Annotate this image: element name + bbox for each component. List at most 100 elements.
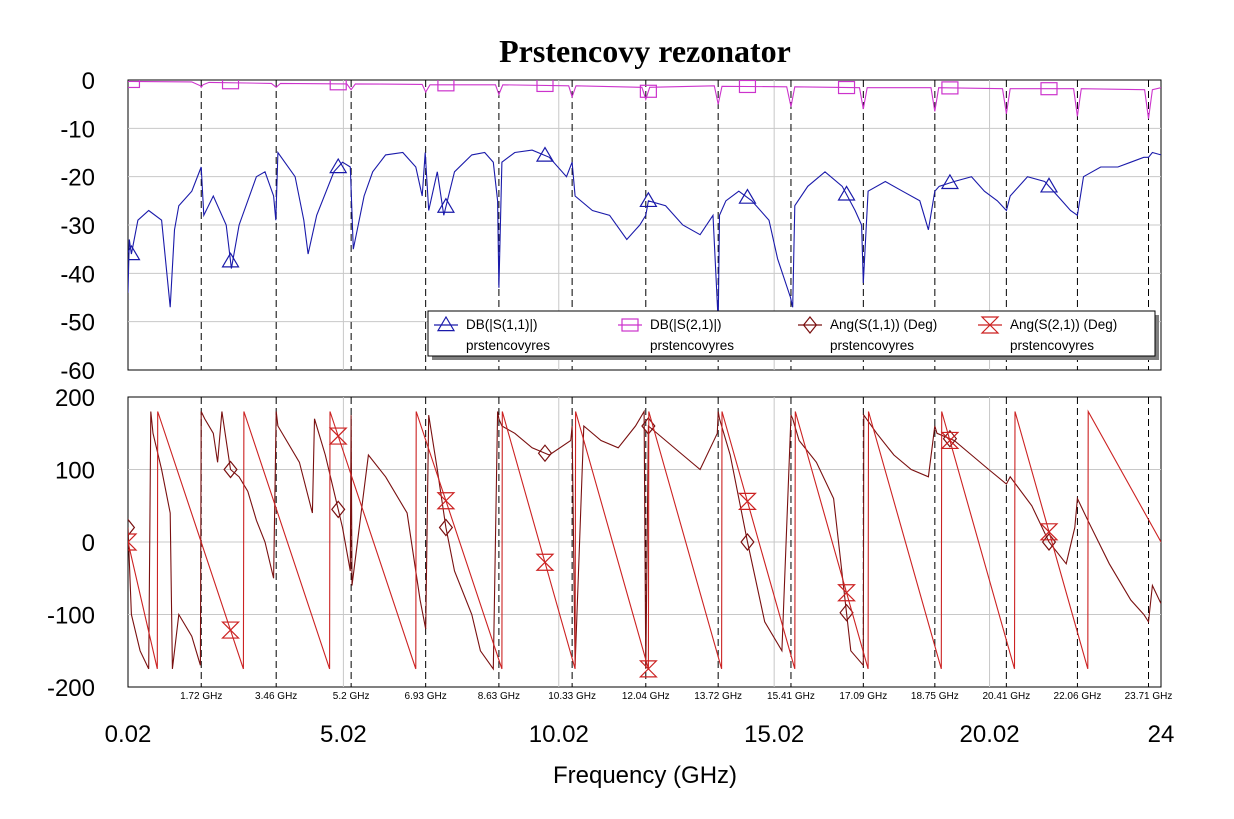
series-marker: [329, 80, 347, 91]
y-tick-label: -100: [47, 603, 95, 630]
x-tick-label: 0.02: [105, 721, 152, 748]
phase-series: [128, 409, 1161, 678]
legend-entry: DB(|S(1,1)|) prstencovyres: [434, 315, 550, 353]
series-marker: [128, 244, 141, 261]
series-db-s-2-1-: [128, 80, 1161, 119]
phase-plot: 200 100 0 -100 -200: [47, 385, 1162, 702]
legend-sublabel: prstencovyres: [466, 338, 550, 353]
series-marker: [535, 146, 555, 162]
series-marker: [438, 518, 454, 537]
x-marker-tick-label: 15.41 GHz: [767, 691, 815, 702]
legend-marker: [621, 318, 639, 332]
legend-entry: Ang(S(2,1)) (Deg) prstencovyres: [978, 316, 1117, 353]
series-marker: [639, 84, 657, 98]
series-ang-s-2-1-deg-: [128, 409, 1161, 678]
x-marker-tick-label: 5.2 GHz: [333, 691, 370, 702]
series-marker: [535, 553, 555, 571]
series-marker: [128, 518, 136, 537]
series-marker: [128, 80, 141, 89]
y-tick-label: -50: [60, 310, 95, 337]
series-marker: [221, 80, 240, 90]
series-marker: [738, 188, 757, 204]
x-tick-label: 10.02: [529, 721, 589, 748]
x-marker-tick-label: 22.06 GHz: [1054, 691, 1102, 702]
x-marker-tick-label: 13.72 GHz: [694, 691, 742, 702]
series-marker: [436, 492, 456, 510]
series-line: [128, 409, 1161, 670]
x-axis-tick-labels: 0.02 5.02 10.02 15.02 20.02 24: [105, 721, 1175, 748]
y-tick-label: -30: [60, 213, 95, 240]
x-tick-label: 20.02: [960, 721, 1020, 748]
x-marker-tick-label: 1.72 GHz: [180, 691, 222, 702]
series-marker: [839, 603, 854, 622]
series-marker: [536, 80, 554, 93]
legend-label: DB(|S(1,1)|): [466, 317, 538, 332]
x-marker-tick-labels: 1.72 GHz 3.46 GHz 5.2 GHz 6.93 GHz 8.63 GHz 1…: [180, 691, 1172, 702]
x-marker-tick-label: 6.93 GHz: [405, 691, 447, 702]
series-marker: [940, 173, 959, 190]
x-marker-tick-label: 23.71 GHz: [1125, 691, 1173, 702]
series-marker: [837, 185, 856, 201]
magnitude-y-axis: 0 -10 -20 -30 -40 -50 -60: [60, 68, 95, 385]
legend-box: [427, 310, 1156, 357]
series-marker: [328, 427, 348, 445]
y-tick-label: 0: [82, 530, 95, 557]
legend: DB(|S(1,1)|) prstencovyres DB(|S(2,1)|) prs…: [427, 310, 1159, 360]
x-marker-tick-label: 20.41 GHz: [982, 691, 1030, 702]
series-marker: [223, 460, 238, 479]
legend-marker: [802, 316, 818, 334]
magnitude-series: [128, 80, 1161, 322]
y-tick-label: 0: [82, 68, 95, 95]
series-line: [128, 80, 1161, 119]
series-marker: [1039, 523, 1059, 541]
y-tick-label: -200: [47, 675, 95, 702]
series-marker: [940, 431, 960, 450]
legend-label: Ang(S(1,1)) (Deg): [830, 317, 937, 332]
x-tick-label: 5.02: [320, 721, 367, 748]
series-marker: [740, 533, 755, 551]
x-marker-tick-label: 10.33 GHz: [548, 691, 596, 702]
series-marker: [1039, 177, 1059, 193]
series-marker: [941, 81, 959, 95]
legend-marker: [980, 316, 1000, 334]
phase-y-axis: 200 100 0 -100 -200: [47, 385, 95, 702]
series-marker: [437, 80, 455, 92]
y-tick-label: -40: [60, 261, 95, 288]
series-db-s-1-1-: [128, 146, 1161, 322]
series-marker: [738, 492, 757, 510]
legend-sublabel: prstencovyres: [830, 338, 914, 353]
legend-label: DB(|S(2,1)|): [650, 317, 722, 332]
series-marker: [221, 621, 240, 639]
y-tick-label: -60: [60, 358, 95, 385]
series-marker: [537, 444, 553, 463]
x-marker-tick-label: 3.46 GHz: [255, 691, 297, 702]
series-marker: [221, 252, 240, 268]
legend-marker: [436, 315, 456, 332]
x-axis-label: Frequency (GHz): [553, 762, 737, 789]
x-marker-tick-label: 8.63 GHz: [478, 691, 520, 702]
x-marker-tick-label: 18.75 GHz: [911, 691, 959, 702]
series-marker: [329, 157, 348, 174]
x-marker-tick-label: 17.09 GHz: [839, 691, 887, 702]
series-marker: [837, 584, 856, 602]
y-tick-label: -10: [60, 116, 95, 143]
legend-sublabel: prstencovyres: [1010, 338, 1094, 353]
series-marker: [738, 80, 757, 94]
y-tick-label: 200: [55, 385, 95, 412]
y-tick-label: -20: [60, 165, 95, 192]
series-marker: [638, 660, 658, 678]
series-marker: [128, 533, 138, 551]
legend-label: Ang(S(2,1)) (Deg): [1010, 317, 1117, 332]
x-tick-label: 15.02: [744, 721, 804, 748]
legend-entry: DB(|S(2,1)|) prstencovyres: [618, 317, 734, 353]
x-tick-label: 24: [1148, 721, 1175, 748]
series-marker: [1040, 82, 1058, 96]
chart-title: Prstencovy rezonator: [499, 33, 791, 69]
series-marker: [331, 500, 346, 519]
series-marker: [436, 197, 455, 213]
legend-sublabel: prstencovyres: [650, 338, 734, 353]
series-line: [128, 149, 1161, 322]
y-tick-label: 100: [55, 458, 95, 485]
series-line: [128, 409, 1161, 671]
